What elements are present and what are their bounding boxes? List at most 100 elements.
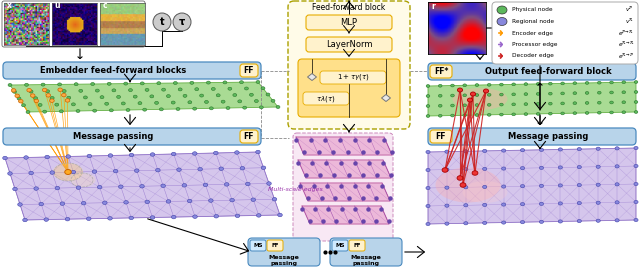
Ellipse shape bbox=[55, 186, 60, 190]
Ellipse shape bbox=[46, 94, 51, 97]
Ellipse shape bbox=[183, 94, 187, 97]
Ellipse shape bbox=[178, 88, 182, 91]
Ellipse shape bbox=[251, 198, 255, 201]
Ellipse shape bbox=[585, 91, 589, 94]
Ellipse shape bbox=[497, 17, 507, 25]
Ellipse shape bbox=[561, 82, 564, 85]
Ellipse shape bbox=[502, 203, 506, 206]
Ellipse shape bbox=[155, 101, 159, 104]
Text: FF: FF bbox=[436, 132, 446, 141]
Ellipse shape bbox=[540, 202, 543, 205]
Text: FF*: FF* bbox=[434, 67, 448, 76]
Ellipse shape bbox=[15, 94, 19, 97]
Ellipse shape bbox=[45, 155, 49, 159]
FancyBboxPatch shape bbox=[303, 92, 349, 105]
Ellipse shape bbox=[426, 222, 430, 225]
Ellipse shape bbox=[226, 106, 230, 109]
Ellipse shape bbox=[76, 186, 81, 189]
Ellipse shape bbox=[502, 149, 506, 152]
FancyBboxPatch shape bbox=[349, 240, 365, 251]
Ellipse shape bbox=[483, 221, 487, 224]
Text: c: c bbox=[102, 1, 108, 10]
Ellipse shape bbox=[86, 217, 91, 221]
Ellipse shape bbox=[140, 82, 144, 85]
Ellipse shape bbox=[445, 186, 449, 189]
FancyBboxPatch shape bbox=[428, 63, 636, 80]
Ellipse shape bbox=[153, 13, 171, 31]
Ellipse shape bbox=[445, 204, 449, 207]
Ellipse shape bbox=[502, 221, 506, 224]
Text: r: r bbox=[431, 2, 435, 11]
Polygon shape bbox=[381, 94, 390, 102]
Ellipse shape bbox=[214, 151, 218, 155]
Ellipse shape bbox=[145, 88, 149, 91]
Ellipse shape bbox=[133, 95, 137, 98]
Polygon shape bbox=[5, 152, 280, 220]
Ellipse shape bbox=[193, 215, 197, 218]
Ellipse shape bbox=[140, 185, 144, 188]
Ellipse shape bbox=[173, 82, 177, 85]
Ellipse shape bbox=[596, 147, 600, 150]
Ellipse shape bbox=[92, 170, 97, 173]
Ellipse shape bbox=[204, 183, 208, 187]
Ellipse shape bbox=[487, 84, 491, 86]
Ellipse shape bbox=[205, 100, 209, 103]
Ellipse shape bbox=[95, 89, 99, 92]
Ellipse shape bbox=[464, 150, 468, 153]
Ellipse shape bbox=[238, 100, 242, 103]
Ellipse shape bbox=[195, 88, 198, 91]
Text: passing: passing bbox=[271, 260, 298, 266]
Ellipse shape bbox=[38, 103, 42, 106]
Ellipse shape bbox=[188, 101, 192, 104]
Ellipse shape bbox=[487, 93, 491, 96]
Text: $e^{\mathcal{R}\!\to\!\mathcal{R}}$: $e^{\mathcal{R}\!\to\!\mathcal{R}}$ bbox=[618, 40, 634, 49]
Ellipse shape bbox=[451, 104, 454, 107]
Ellipse shape bbox=[172, 215, 176, 219]
Ellipse shape bbox=[573, 92, 577, 94]
Ellipse shape bbox=[577, 219, 581, 223]
Ellipse shape bbox=[487, 103, 491, 106]
Ellipse shape bbox=[558, 184, 563, 187]
Text: Feed-forward block: Feed-forward block bbox=[312, 4, 386, 13]
Ellipse shape bbox=[540, 166, 543, 170]
Ellipse shape bbox=[44, 218, 49, 221]
Text: $\tau\lambda(\tau)$: $\tau\lambda(\tau)$ bbox=[316, 93, 336, 103]
Ellipse shape bbox=[66, 155, 70, 158]
FancyBboxPatch shape bbox=[320, 71, 386, 84]
Ellipse shape bbox=[524, 93, 528, 96]
Ellipse shape bbox=[105, 102, 109, 105]
Ellipse shape bbox=[598, 81, 601, 84]
Ellipse shape bbox=[225, 183, 229, 186]
Ellipse shape bbox=[134, 169, 139, 172]
Text: Message: Message bbox=[351, 254, 381, 260]
Ellipse shape bbox=[558, 148, 563, 151]
Ellipse shape bbox=[243, 106, 246, 109]
Ellipse shape bbox=[143, 108, 147, 111]
Ellipse shape bbox=[634, 218, 638, 222]
Ellipse shape bbox=[129, 89, 132, 92]
Ellipse shape bbox=[239, 81, 243, 84]
Ellipse shape bbox=[548, 92, 552, 95]
Ellipse shape bbox=[512, 103, 515, 106]
Ellipse shape bbox=[598, 101, 601, 104]
Ellipse shape bbox=[500, 83, 503, 86]
Ellipse shape bbox=[445, 222, 449, 225]
FancyBboxPatch shape bbox=[428, 128, 636, 145]
FancyBboxPatch shape bbox=[492, 2, 638, 64]
Ellipse shape bbox=[24, 156, 28, 159]
Ellipse shape bbox=[112, 89, 116, 92]
Ellipse shape bbox=[176, 108, 180, 111]
Ellipse shape bbox=[426, 115, 430, 117]
FancyBboxPatch shape bbox=[3, 128, 261, 145]
Ellipse shape bbox=[573, 112, 577, 115]
Ellipse shape bbox=[451, 114, 454, 117]
Ellipse shape bbox=[97, 185, 102, 189]
Polygon shape bbox=[296, 137, 392, 155]
Text: Embedder feed-forward blocks: Embedder feed-forward blocks bbox=[40, 66, 186, 75]
Ellipse shape bbox=[209, 107, 213, 110]
Ellipse shape bbox=[622, 81, 625, 84]
Ellipse shape bbox=[240, 167, 244, 170]
Ellipse shape bbox=[190, 81, 194, 84]
Ellipse shape bbox=[426, 186, 430, 190]
Ellipse shape bbox=[615, 201, 619, 204]
